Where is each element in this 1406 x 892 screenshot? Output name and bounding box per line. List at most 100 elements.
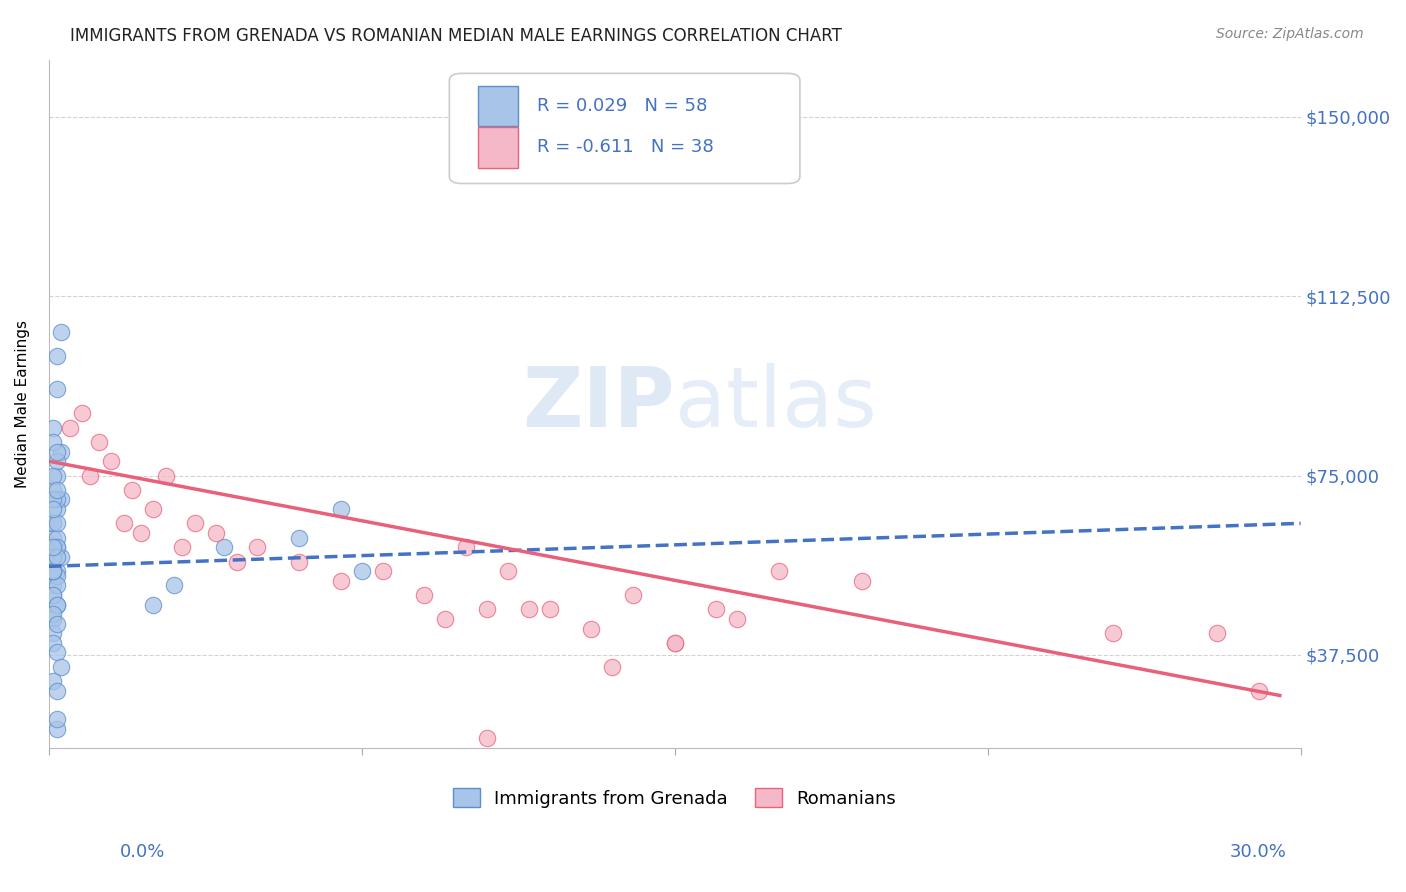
Point [184, 516, 207, 531]
Point [42, 636, 65, 650]
Point [70, 406, 93, 420]
Point [288, 531, 311, 545]
Point [51, 444, 73, 458]
Point [46, 616, 69, 631]
Point [42, 626, 65, 640]
Point [79, 468, 101, 483]
Point [42, 540, 65, 554]
Point [46, 683, 69, 698]
FancyBboxPatch shape [450, 73, 800, 184]
Text: R = -0.611   N = 38: R = -0.611 N = 38 [537, 138, 714, 156]
Point [413, 588, 436, 602]
Point [46, 383, 69, 397]
Point [42, 564, 65, 578]
Point [454, 540, 477, 554]
Point [768, 564, 790, 578]
Point [46, 578, 69, 592]
Point [51, 325, 73, 339]
Point [329, 502, 352, 516]
Text: 0.0%: 0.0% [120, 843, 165, 861]
Point [46, 564, 69, 578]
Point [42, 549, 65, 564]
Point [46, 516, 69, 531]
Point [42, 612, 65, 626]
Point [142, 502, 165, 516]
Point [350, 564, 373, 578]
Point [46, 645, 69, 659]
Point [42, 564, 65, 578]
Point [46, 492, 69, 507]
Point [581, 622, 603, 636]
Point [42, 502, 65, 516]
Point [46, 468, 69, 483]
Point [46, 598, 69, 612]
Point [46, 549, 69, 564]
Point [42, 578, 65, 592]
Point [475, 731, 498, 746]
Point [42, 468, 65, 483]
Legend: Immigrants from Grenada, Romanians: Immigrants from Grenada, Romanians [446, 780, 904, 814]
Point [46, 444, 69, 458]
Point [46, 712, 69, 726]
Point [42, 674, 65, 689]
Point [112, 516, 135, 531]
Point [46, 454, 69, 468]
Point [42, 435, 65, 450]
Point [42, 516, 65, 531]
Point [129, 525, 152, 540]
Point [42, 516, 65, 531]
Point [46, 540, 69, 554]
Point [155, 468, 177, 483]
Text: 30.0%: 30.0% [1230, 843, 1286, 861]
Point [725, 612, 748, 626]
Point [1206, 626, 1229, 640]
Point [288, 555, 311, 569]
Point [46, 483, 69, 497]
Point [42, 588, 65, 602]
Point [100, 454, 122, 468]
Point [172, 540, 194, 554]
Point [51, 492, 73, 507]
Point [42, 492, 65, 507]
Point [46, 531, 69, 545]
Text: ZIP: ZIP [522, 363, 675, 444]
Point [517, 602, 540, 616]
Point [51, 659, 73, 673]
Point [46, 598, 69, 612]
Point [225, 555, 247, 569]
Point [851, 574, 873, 588]
Point [42, 564, 65, 578]
Point [46, 722, 69, 736]
Point [664, 636, 686, 650]
Point [664, 636, 686, 650]
Point [600, 659, 623, 673]
Point [1102, 626, 1125, 640]
Point [51, 549, 73, 564]
Point [42, 588, 65, 602]
Point [246, 540, 269, 554]
FancyBboxPatch shape [478, 86, 519, 127]
Y-axis label: Median Male Earnings: Median Male Earnings [15, 320, 30, 488]
Point [59, 421, 82, 435]
Point [1247, 683, 1270, 698]
Point [46, 540, 69, 554]
Point [434, 612, 457, 626]
Point [42, 540, 65, 554]
Point [46, 502, 69, 516]
Point [87, 435, 110, 450]
Point [42, 421, 65, 435]
Point [204, 525, 226, 540]
Point [212, 540, 235, 554]
Point [371, 564, 394, 578]
Text: atlas: atlas [675, 363, 876, 444]
Point [496, 564, 519, 578]
Point [621, 588, 644, 602]
Point [46, 349, 69, 363]
Point [706, 602, 728, 616]
Point [46, 569, 69, 583]
Point [42, 483, 65, 497]
Point [42, 607, 65, 622]
Point [475, 602, 498, 616]
Point [42, 549, 65, 564]
Text: Source: ZipAtlas.com: Source: ZipAtlas.com [1216, 27, 1364, 41]
